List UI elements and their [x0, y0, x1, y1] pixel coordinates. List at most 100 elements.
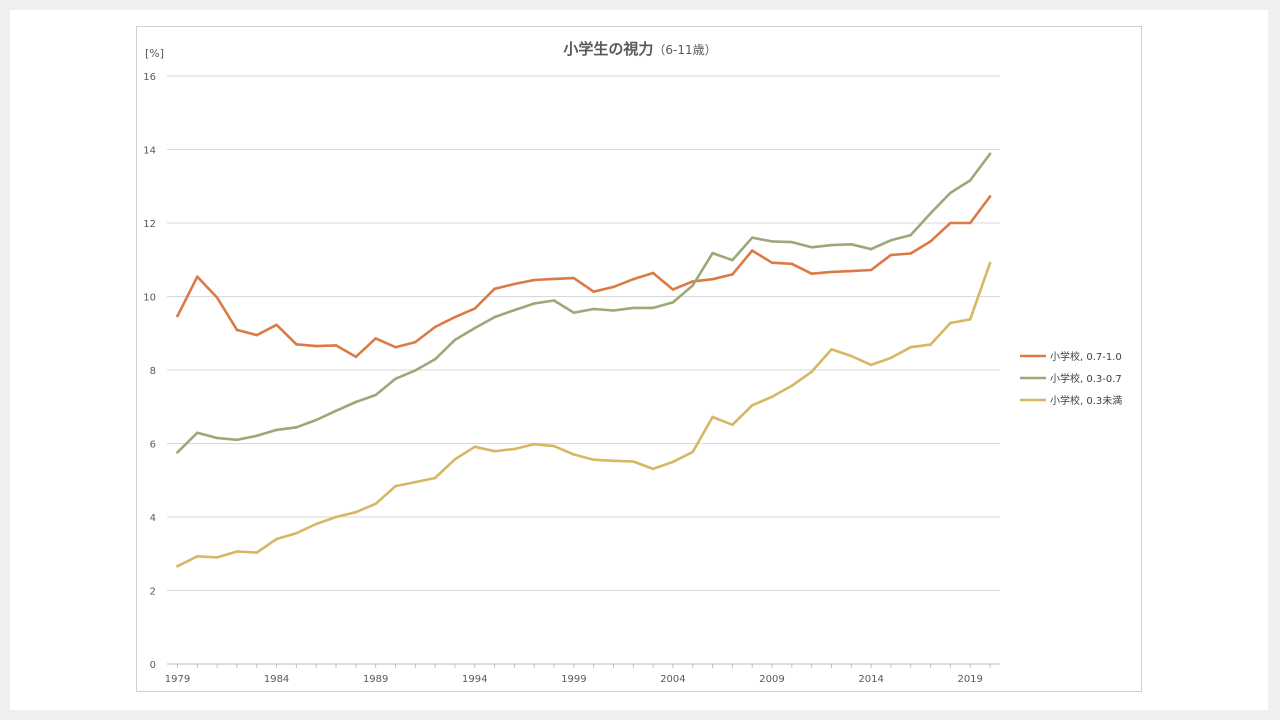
- y-tick-label: 12: [143, 219, 156, 230]
- data-point: [235, 550, 239, 553]
- data-point: [968, 179, 972, 182]
- data-point: [394, 377, 397, 381]
- y-tick-label: 16: [143, 72, 156, 83]
- data-point: [830, 270, 833, 274]
- chart-area: [136, 26, 1142, 692]
- chart-title-suffix: （6-11歳）: [653, 43, 716, 57]
- data-point: [176, 314, 179, 318]
- data-point: [295, 426, 298, 429]
- data-point: [592, 307, 595, 311]
- data-point: [731, 273, 734, 276]
- data-point: [314, 418, 318, 422]
- data-point: [830, 243, 833, 247]
- data-point: [691, 284, 695, 287]
- data-point: [215, 556, 219, 559]
- data-point: [295, 531, 298, 535]
- y-tick-label: 10: [143, 293, 156, 304]
- data-point: [532, 302, 536, 305]
- y-tick-label: 0: [150, 660, 156, 671]
- data-point: [314, 344, 318, 348]
- data-point: [473, 326, 477, 330]
- data-point: [532, 278, 536, 282]
- data-point: [731, 258, 734, 262]
- grid-layer: [167, 75, 1000, 665]
- data-point: [750, 403, 754, 407]
- data-point: [929, 343, 932, 346]
- data-point: [255, 551, 259, 554]
- data-point: [671, 301, 675, 304]
- data-point: [394, 484, 397, 488]
- data-point: [433, 325, 437, 329]
- data-point: [750, 236, 754, 239]
- data-point: [414, 340, 417, 344]
- data-point: [592, 290, 595, 294]
- data-point: [790, 262, 794, 266]
- data-point: [532, 442, 536, 446]
- data-point: [770, 240, 774, 243]
- axis-layer: 0 2 4 6 8 10 12 14 16 1979 1984 1989 1994 1999 2004 200…: [143, 72, 991, 685]
- data-point: [909, 252, 913, 255]
- data-point: [631, 277, 635, 281]
- data-point: [275, 323, 278, 327]
- data-point: [889, 238, 893, 242]
- series-layer: [176, 152, 992, 568]
- data-point: [552, 277, 556, 281]
- data-point: [176, 564, 179, 568]
- data-point: [968, 221, 972, 225]
- data-point: [196, 275, 199, 278]
- data-point: [711, 277, 714, 281]
- data-point: [869, 363, 873, 367]
- legend-item: 小学校, 0.3未満: [1020, 394, 1122, 407]
- x-tick-label: 2014: [858, 674, 883, 685]
- data-point: [651, 271, 655, 275]
- x-tick-label: 1979: [165, 674, 190, 685]
- data-point: [770, 261, 774, 264]
- data-point: [790, 384, 794, 388]
- data-point: [215, 296, 219, 299]
- data-point: [334, 515, 338, 519]
- y-tick-label: 14: [143, 146, 156, 157]
- data-point: [988, 152, 992, 156]
- data-point: [810, 245, 813, 249]
- data-point: [394, 345, 397, 349]
- data-point: [612, 309, 615, 312]
- series-3: [176, 261, 992, 568]
- data-point: [929, 240, 932, 243]
- data-point: [711, 415, 714, 419]
- y-tick-label: 6: [150, 440, 156, 451]
- legend: 小学校, 0.7-1.0 小学校, 0.3-0.7 小学校, 0.3未満: [1020, 350, 1122, 407]
- data-point: [889, 356, 893, 360]
- data-point: [275, 537, 278, 541]
- series-line: [176, 152, 992, 454]
- data-point: [433, 358, 437, 361]
- data-point: [513, 282, 516, 286]
- x-tick-label: 2004: [660, 674, 685, 685]
- data-point: [433, 476, 437, 480]
- data-point: [988, 261, 992, 265]
- chart-title-main: 小学生の視力: [563, 40, 653, 58]
- data-point: [453, 315, 457, 319]
- data-point: [770, 395, 774, 399]
- y-tick-label: 4: [150, 513, 156, 524]
- data-point: [869, 247, 873, 251]
- data-point: [414, 480, 417, 484]
- data-point: [929, 212, 932, 215]
- data-point: [750, 249, 754, 252]
- data-point: [453, 338, 457, 342]
- x-tick-label: 1994: [462, 674, 487, 685]
- data-point: [909, 233, 913, 237]
- data-point: [414, 369, 417, 372]
- data-point: [334, 409, 338, 413]
- data-point: [671, 460, 675, 464]
- data-point: [849, 269, 853, 273]
- data-point: [612, 459, 615, 463]
- series-2: [176, 152, 992, 454]
- data-point: [949, 191, 952, 195]
- data-point: [612, 285, 615, 289]
- data-point: [949, 221, 952, 225]
- data-point: [572, 453, 576, 456]
- data-point: [988, 195, 992, 198]
- data-point: [810, 370, 813, 374]
- data-point: [255, 333, 259, 337]
